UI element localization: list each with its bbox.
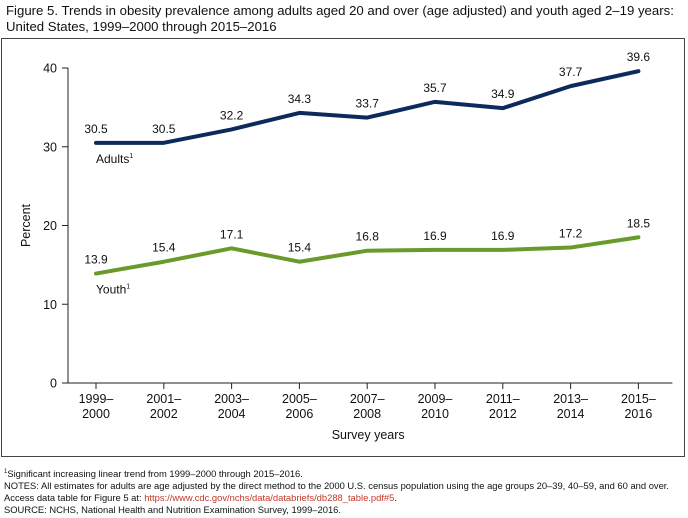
footnote-source: SOURCE: NCHS, National Health and Nutrit…: [4, 504, 341, 516]
chart-axes: 010203040Percent1999–20002001–20022003–2…: [19, 62, 673, 442]
footnote-access-prefix: Access data table for Figure 5 at:: [4, 492, 145, 504]
data-label: 37.7: [559, 65, 583, 79]
data-label: 33.7: [356, 97, 380, 111]
x-tick-label-top: 1999–: [79, 392, 114, 406]
x-tick-label-bottom: 2014: [557, 407, 585, 421]
x-tick-label-bottom: 2004: [218, 407, 246, 421]
footnote-marker: 1: [4, 469, 8, 475]
data-label: 17.1: [220, 227, 244, 241]
chart-frame: [1, 38, 685, 457]
data-label: 17.2: [559, 227, 583, 241]
data-label: 39.6: [627, 50, 651, 64]
data-label: 18.5: [627, 216, 651, 230]
data-label: 34.9: [491, 87, 515, 101]
data-label: 15.4: [152, 241, 176, 255]
data-table-link[interactable]: https://www.cdc.gov/nchs/data/databriefs…: [144, 492, 395, 504]
series-label-footnote-marker: 1: [126, 284, 130, 291]
data-label: 13.9: [84, 253, 108, 267]
x-tick-label-bottom: 2016: [624, 407, 652, 421]
x-tick-label-bottom: 2010: [421, 407, 449, 421]
series-label-name: Youth: [96, 283, 126, 297]
data-label: 32.2: [220, 108, 244, 122]
footnote-significance-text: Significant increasing linear trend from…: [7, 468, 303, 480]
x-tick-label-top: 2013–: [553, 392, 588, 406]
chart-labels: 30.5 30.5 32.2 34.3 33.7 35.7 34.9 37.7 39.6 Adul…: [84, 50, 650, 296]
x-tick-label-top: 2015–: [621, 392, 656, 406]
footnotes: 1Significant increasing linear trend fro…: [4, 466, 684, 516]
footnote-significance: 1Significant increasing linear trend fro…: [4, 466, 684, 480]
data-label: 16.9: [491, 229, 515, 243]
data-label: 30.5: [84, 122, 108, 136]
figure-title-line-2: United States, 1999–2000 through 2015–20…: [6, 19, 277, 34]
x-tick-label-top: 2005–: [282, 392, 317, 406]
y-tick-label: 20: [43, 219, 57, 233]
figure-title: Figure 5. Trends in obesity prevalence a…: [6, 3, 682, 35]
series-label-youth: Youth1: [96, 283, 130, 297]
series-label-adults: Adults1: [96, 152, 133, 166]
data-label: 34.3: [288, 92, 312, 106]
data-label: 30.5: [152, 122, 176, 136]
data-label: 16.8: [356, 230, 380, 244]
x-tick-label-bottom: 2006: [285, 407, 313, 421]
footnote-access: Access data table for Figure 5 at: https…: [4, 492, 684, 504]
data-label: 16.9: [423, 229, 447, 243]
chart-series: [94, 69, 641, 276]
y-tick-label: 40: [43, 62, 57, 76]
x-tick-label-top: 2009–: [418, 392, 453, 406]
footnote-access-suffix: .: [394, 492, 397, 504]
series-line-youth: [94, 235, 641, 276]
figure-title-line-1: Figure 5. Trends in obesity prevalence a…: [6, 3, 674, 18]
series-label-name: Adults: [96, 152, 129, 166]
x-tick-label-bottom: 2000: [82, 407, 110, 421]
x-axis-title: Survey years: [332, 428, 405, 442]
x-tick-label-bottom: 2012: [489, 407, 517, 421]
x-tick-label-bottom: 2002: [150, 407, 178, 421]
series-label-footnote-marker: 1: [129, 153, 133, 160]
data-label: 35.7: [423, 81, 447, 95]
x-tick-label-top: 2003–: [214, 392, 249, 406]
x-tick-label-top: 2007–: [350, 392, 385, 406]
series-line-adults: [94, 69, 641, 145]
footnote-notes: NOTES: All estimates for adults are age …: [4, 480, 670, 492]
x-tick-label-bottom: 2008: [353, 407, 381, 421]
y-axis-title: Percent: [19, 203, 33, 247]
y-tick-label: 30: [43, 140, 57, 154]
x-tick-label-top: 2001–: [146, 392, 181, 406]
x-tick-label-top: 2011–: [486, 392, 520, 406]
data-label: 15.4: [288, 241, 312, 255]
y-tick-label: 10: [43, 298, 57, 312]
y-tick-label: 0: [50, 377, 57, 391]
